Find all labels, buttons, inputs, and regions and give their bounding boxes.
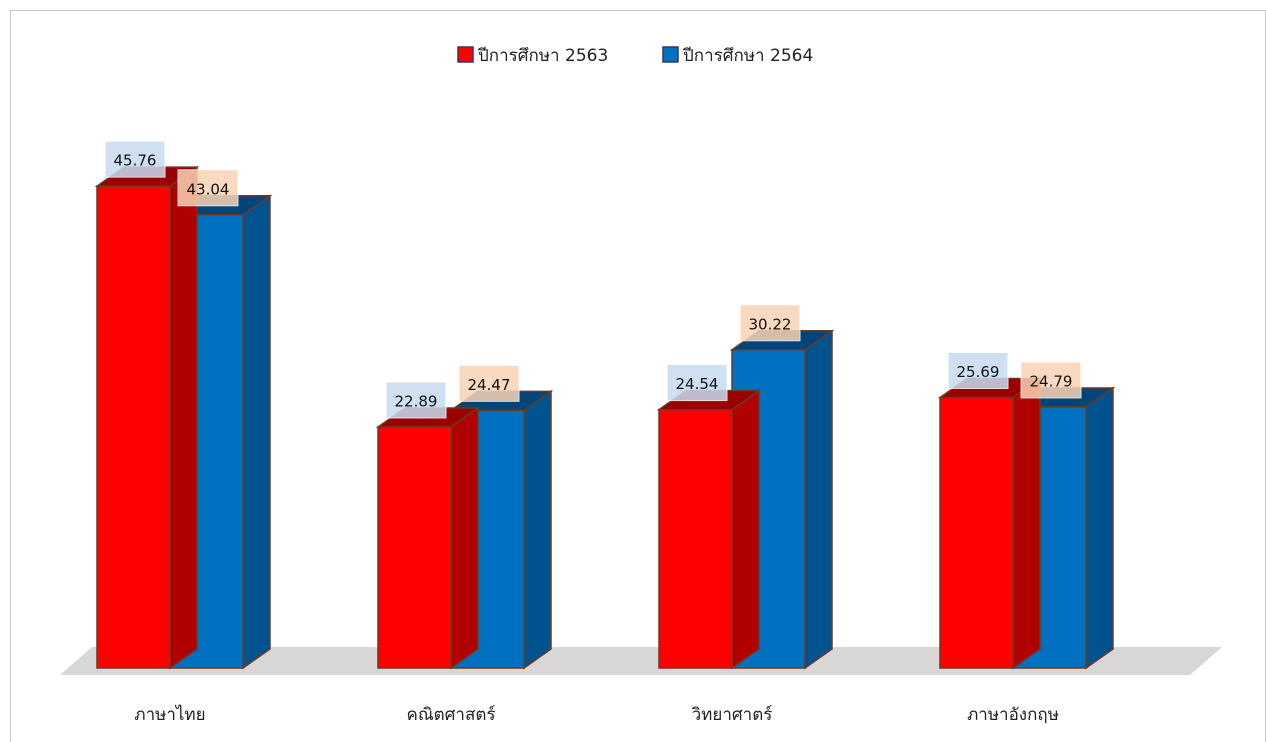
data-label-box [947, 351, 1009, 389]
legend-label: ปีการศึกษา 2563 [477, 46, 608, 66]
data-label: 22.89 [395, 392, 438, 410]
bar [94, 165, 200, 670]
data-label-box [739, 304, 801, 342]
data-label: 30.22 [749, 315, 792, 333]
x-tick-label: คณิตศาสตร์ [406, 705, 495, 725]
bar [375, 406, 481, 670]
legend-swatch [457, 46, 474, 63]
data-label: 24.47 [468, 376, 511, 394]
x-tick-label: ภาษาไทย [134, 704, 205, 725]
data-label: 25.69 [957, 363, 1000, 381]
x-tick-label: วิทยาศาตร์ [691, 705, 772, 725]
data-label-box [458, 364, 520, 402]
data-label: 24.54 [676, 375, 719, 393]
data-label: 43.04 [187, 180, 230, 198]
data-label-box [1020, 361, 1082, 399]
legend-swatch [662, 46, 679, 63]
bar [937, 377, 1043, 670]
floor [60, 647, 1222, 675]
data-label: 45.76 [114, 152, 157, 170]
data-label: 24.79 [1030, 372, 1073, 390]
data-label-box [177, 169, 239, 207]
legend-label: ปีการศึกษา 2564 [682, 46, 813, 66]
bar [656, 389, 762, 670]
data-label-box [104, 140, 166, 178]
x-tick-label: ภาษาอังกฤษ [967, 705, 1059, 725]
data-label-box [666, 364, 728, 402]
data-label-box [385, 381, 447, 419]
